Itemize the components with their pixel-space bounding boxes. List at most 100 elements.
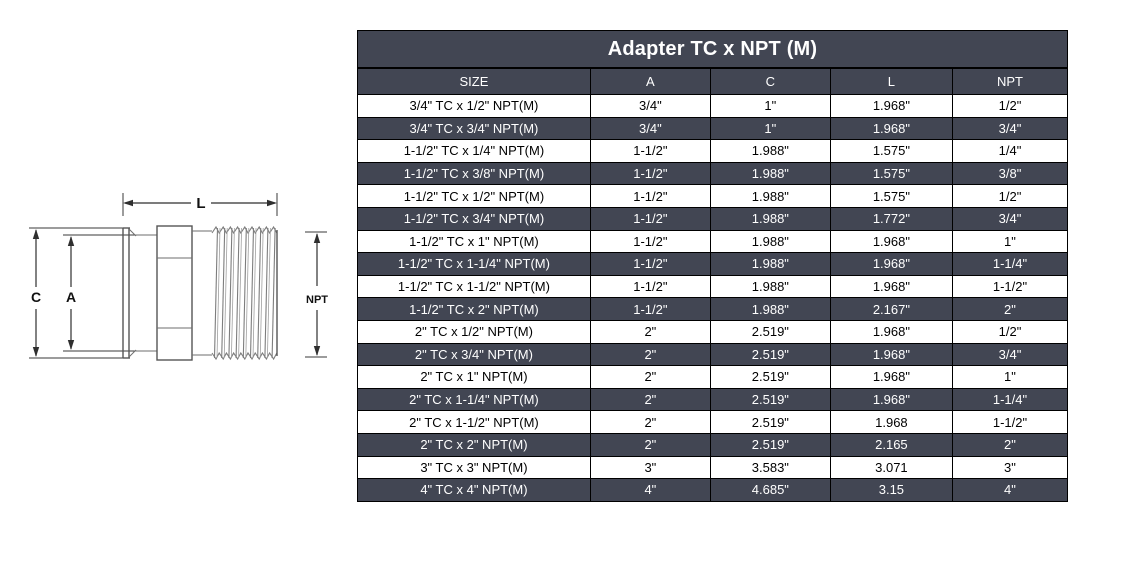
table-cell: 3/4" TC x 3/4" NPT(M) bbox=[357, 116, 591, 141]
table-cell: 1" bbox=[709, 116, 831, 141]
table-cell: 1.968" bbox=[829, 319, 953, 344]
table-cell: 2" TC x 3/4" NPT(M) bbox=[357, 342, 591, 367]
table-row: 4" TC x 4" NPT(M) 4" 4.685" 3.15 4" bbox=[357, 478, 1069, 502]
table-cell: 1-1/4" bbox=[951, 387, 1069, 412]
table-cell: 1-1/2" bbox=[951, 410, 1069, 434]
table-cell: 1-1/4" bbox=[951, 252, 1069, 276]
table-cell: 1.988" bbox=[709, 184, 831, 208]
ferrule-flange bbox=[122, 227, 137, 359]
table-cell: 1.988" bbox=[709, 297, 831, 321]
column-header: L bbox=[829, 68, 953, 95]
dimension-npt: NPT bbox=[305, 231, 328, 358]
table-cell: 1" bbox=[709, 94, 831, 118]
table-cell: 1.968" bbox=[829, 365, 953, 389]
table-row: 1-1/2" TC x 1" NPT(M) 1-1/2" 1.988" 1.968" 1… bbox=[357, 229, 1069, 254]
table-cell: 2" bbox=[589, 410, 711, 434]
table-cell: 1.988" bbox=[709, 206, 831, 231]
table-cell: 3/4" bbox=[589, 94, 711, 118]
table-row: 2" TC x 1-1/2" NPT(M) 2" 2.519" 1.968 1-1/2" bbox=[357, 410, 1069, 434]
table-cell: 1.988" bbox=[709, 229, 831, 254]
table-cell: 1.968" bbox=[829, 229, 953, 254]
dimension-l: L bbox=[122, 193, 278, 216]
table-cell: 1.575" bbox=[829, 161, 953, 186]
table-cell: 2" TC x 2" NPT(M) bbox=[357, 432, 591, 457]
table-row: 2" TC x 2" NPT(M) 2" 2.519" 2.165 2" bbox=[357, 432, 1069, 457]
table-cell: 1-1/2" TC x 3/8" NPT(M) bbox=[357, 161, 591, 186]
table-cell: 3/8" bbox=[951, 161, 1069, 186]
table-cell: 3/4" bbox=[951, 206, 1069, 231]
body-section bbox=[156, 225, 193, 361]
table-cell: 3" TC x 3" NPT(M) bbox=[357, 455, 591, 480]
dim-label-c: C bbox=[31, 289, 41, 305]
table-cell: 2" bbox=[951, 432, 1069, 457]
table-cell: 3" bbox=[589, 455, 711, 480]
table-cell: 1/2" bbox=[951, 319, 1069, 344]
dim-label-a: A bbox=[66, 289, 76, 305]
table-cell: 3" bbox=[951, 455, 1069, 480]
table-cell: 1/2" bbox=[951, 94, 1069, 118]
table-row: 2" TC x 1" NPT(M) 2" 2.519" 1.968" 1" bbox=[357, 365, 1069, 389]
table-cell: 1/4" bbox=[951, 139, 1069, 163]
table-cell: 1/2" bbox=[951, 184, 1069, 208]
table-row: 2" TC x 3/4" NPT(M) 2" 2.519" 1.968" 3/4" bbox=[357, 342, 1069, 367]
table-cell: 1.968" bbox=[829, 116, 953, 141]
table-cell: 4.685" bbox=[709, 478, 831, 502]
column-header: SIZE bbox=[357, 68, 591, 95]
table-cell: 2" TC x 1-1/2" NPT(M) bbox=[357, 410, 591, 434]
table-cell: 1.968" bbox=[829, 94, 953, 118]
table-cell: 2.519" bbox=[709, 410, 831, 434]
table-cell: 2" TC x 1/2" NPT(M) bbox=[357, 319, 591, 344]
table-row: 3" TC x 3" NPT(M) 3" 3.583" 3.071 3" bbox=[357, 455, 1069, 480]
table-cell: 1.575" bbox=[829, 184, 953, 208]
table-cell: 1-1/2" bbox=[589, 206, 711, 231]
table-cell: 1" bbox=[951, 365, 1069, 389]
table-cell: 1-1/2" bbox=[589, 274, 711, 299]
table-cell: 3.071 bbox=[829, 455, 953, 480]
table-row: 1-1/2" TC x 1/2" NPT(M) 1-1/2" 1.988" 1.575… bbox=[357, 184, 1069, 208]
table-cell: 2.165 bbox=[829, 432, 953, 457]
table-cell: 1" bbox=[951, 229, 1069, 254]
npt-threads bbox=[211, 225, 278, 361]
table-row: 1-1/2" TC x 1/4" NPT(M) 1-1/2" 1.988" 1.575… bbox=[357, 139, 1069, 163]
table-row: 1-1/2" TC x 2" NPT(M) 1-1/2" 1.988" 2.167" 2… bbox=[357, 297, 1069, 321]
table-cell: 3.583" bbox=[709, 455, 831, 480]
table-row: 1-1/2" TC x 1-1/2" NPT(M) 1-1/2" 1.988" 1.9… bbox=[357, 274, 1069, 299]
dimension-a: A bbox=[63, 234, 135, 352]
table-cell: 1-1/2" TC x 1-1/2" NPT(M) bbox=[357, 274, 591, 299]
table-cell: 2" TC x 1" NPT(M) bbox=[357, 365, 591, 389]
table-cell: 1-1/2" TC x 1/2" NPT(M) bbox=[357, 184, 591, 208]
table-cell: 1-1/2" bbox=[589, 184, 711, 208]
table-cell: 1-1/2" bbox=[589, 161, 711, 186]
table-row: 2" TC x 1-1/4" NPT(M) 2" 2.519" 1.968" 1-1/4… bbox=[357, 387, 1069, 412]
table-cell: 1-1/2" TC x 2" NPT(M) bbox=[357, 297, 591, 321]
table-cell: 4" bbox=[951, 478, 1069, 502]
table-row: 1-1/2" TC x 3/4" NPT(M) 1-1/2" 1.988" 1.772… bbox=[357, 206, 1069, 231]
table-cell: 1-1/2" TC x 1-1/4" NPT(M) bbox=[357, 252, 591, 276]
table-row: 3/4" TC x 1/2" NPT(M) 3/4" 1" 1.968" 1/2" bbox=[357, 94, 1069, 118]
table-cell: 2" bbox=[589, 365, 711, 389]
table-cell: 2.519" bbox=[709, 387, 831, 412]
dim-label-l: L bbox=[196, 195, 205, 212]
table-body: 3/4" TC x 1/2" NPT(M) 3/4" 1" 1.968" 1/2" 3/4… bbox=[357, 94, 1069, 502]
header-row: SIZE A C L NPT bbox=[357, 68, 1069, 95]
table-cell: 1.968" bbox=[829, 274, 953, 299]
spec-table: SIZE A C L NPT 3/4" TC x 1/2" NPT(M) 3/4" 1" 1.… bbox=[357, 68, 1069, 502]
table-cell: 1-1/2" bbox=[589, 139, 711, 163]
table-cell: 1.968" bbox=[829, 342, 953, 367]
table-row: 1-1/2" TC x 1-1/4" NPT(M) 1-1/2" 1.988" 1.9… bbox=[357, 252, 1069, 276]
table-cell: 1-1/2" bbox=[589, 252, 711, 276]
table-cell: 2.519" bbox=[709, 319, 831, 344]
dim-label-npt: NPT bbox=[306, 294, 328, 306]
table-cell: 2" bbox=[951, 297, 1069, 321]
table-row: 2" TC x 1/2" NPT(M) 2" 2.519" 1.968" 1/2" bbox=[357, 319, 1069, 344]
table-cell: 1-1/2" TC x 1/4" NPT(M) bbox=[357, 139, 591, 163]
table-cell: 1-1/2" bbox=[589, 297, 711, 321]
neck-section bbox=[135, 234, 157, 352]
table-row: 3/4" TC x 3/4" NPT(M) 3/4" 1" 1.968" 3/4" bbox=[357, 116, 1069, 141]
table-cell: 1.968" bbox=[829, 252, 953, 276]
table-cell: 1-1/2" bbox=[589, 229, 711, 254]
table-cell: 4" bbox=[589, 478, 711, 502]
table-cell: 1.988" bbox=[709, 274, 831, 299]
table-cell: 3.15 bbox=[829, 478, 953, 502]
